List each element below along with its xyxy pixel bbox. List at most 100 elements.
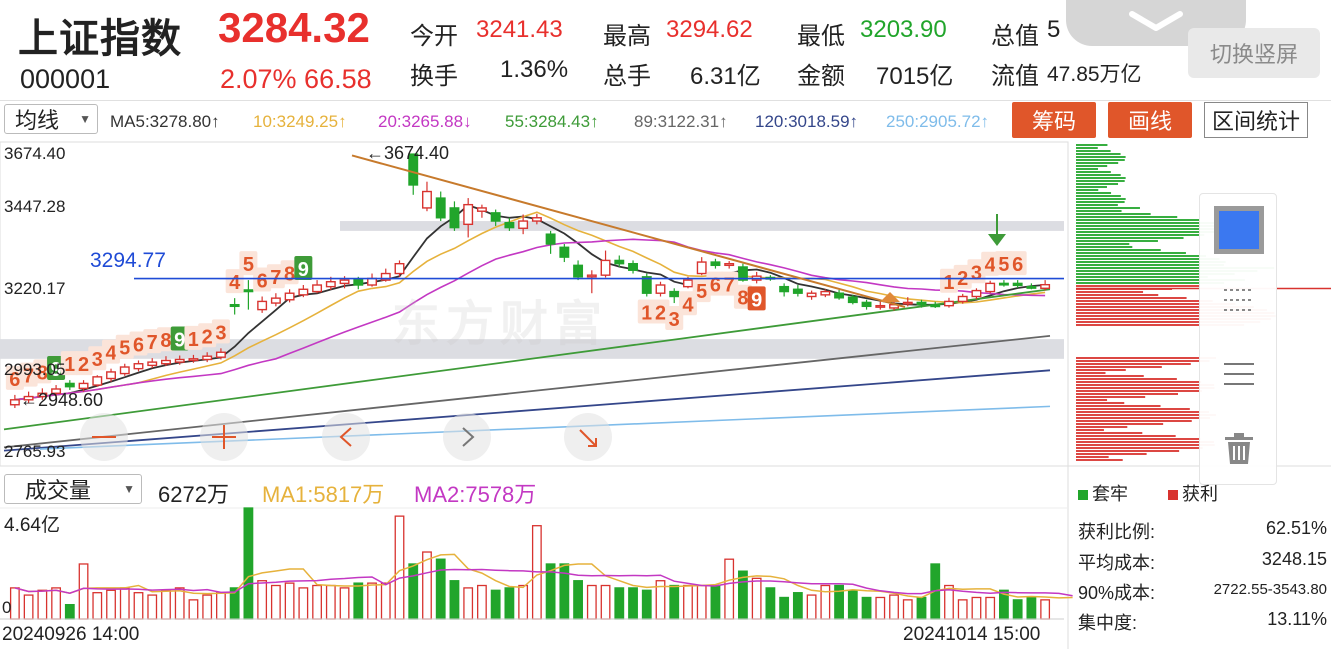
chip-bar [1076,453,1147,455]
seq-marker-bg [706,271,725,296]
chip-bar [1076,321,1261,323]
chip-bar [1076,405,1161,407]
watermark: 东方财富 [392,298,609,351]
turnover-value: 1.36% [500,56,569,83]
switch-portrait-button[interactable]: 切换竖屏 [1188,28,1320,78]
seq-marker: 4 [985,255,997,277]
volume-axis-top: 4.64亿 [4,515,60,536]
chip-bar [1076,228,1226,230]
volume-bar [490,589,501,620]
chip-button[interactable]: 筹码 [1012,102,1096,138]
seq-marker: 8 [737,288,748,310]
seq-marker-bg [953,264,972,289]
candle-body [92,376,103,386]
seq-marker-bg [981,251,1000,276]
seq-marker: 8 [160,330,171,352]
drawing-tools-panel [1199,193,1277,485]
seq-marker: 1 [943,272,954,294]
candle-body [9,399,20,406]
seq-marker-bg [678,291,697,316]
chart-nav-button [443,413,491,461]
chip-bar [1076,315,1276,317]
ma-legend-item: 250:2905.72↑ [886,112,990,131]
chip-bar [1076,378,1177,380]
chip-bar [1076,420,1192,422]
profit-swatch [1168,490,1178,500]
candle-body [325,281,336,288]
amount-label: 金额 [797,63,845,90]
seq-marker-bg [692,278,711,303]
chip-bar [1076,204,1118,206]
seq-marker: 6 [133,334,144,356]
chip-bar [1076,153,1121,155]
chip-bar [1076,255,1207,257]
max-price-label: 3674.40 [384,143,450,163]
price-axis-top: 3674.40 [4,144,66,163]
candle-body [875,304,886,308]
ma-type-select[interactable]: 均线 ▼ [4,104,98,134]
ma89-line [3,334,1051,449]
candle-body [971,289,982,298]
volume-bar [724,558,735,620]
volume-bar [188,599,199,620]
candle-body [683,279,693,288]
volume-bar [710,584,721,620]
chip-bar [1076,159,1125,161]
candle-body [422,190,432,209]
volume-bar [92,592,103,620]
draw-line-button[interactable]: 画线 [1108,102,1192,138]
candle-body [696,261,707,275]
index-name: 上证指数 [18,17,182,61]
volume-bar [422,551,432,620]
price-axis-mid-high: 3447.28 [4,197,66,216]
seq-marker: 8 [284,263,295,285]
ma10-line [14,211,1046,401]
chip-bar [1076,183,1119,185]
candle-body [367,277,377,286]
candle-body [944,300,954,307]
line-style-icon[interactable] [1222,358,1256,395]
amount-value: 7015亿 [876,63,954,90]
chip-bar [1076,285,1200,287]
volume-indicator-select[interactable]: 成交量 ▼ [4,474,142,504]
candle-body [559,246,570,258]
volume-bar [78,563,89,620]
candle-body [792,288,803,294]
caret-down-icon: ▼ [123,482,135,496]
volume-bar [875,596,886,620]
chip-bar [1076,423,1164,425]
volume-bar [257,580,268,620]
candle-body [641,276,652,294]
profit-ratio-value: 62.51% [1265,518,1327,538]
volume-bar [339,587,350,620]
seq-marker-bg [720,271,739,296]
chip-bar [1076,186,1107,188]
candle-body [312,284,323,293]
candle-body [64,382,75,388]
volume-bar [614,587,625,620]
seq-marker: 5 [119,338,130,360]
chip-bar [1076,303,1236,305]
color-swatch [1219,211,1259,249]
chip-bar [1076,393,1178,395]
seq-marker-box [47,356,66,381]
seq-marker-bg [184,325,203,350]
color-picker-button[interactable] [1214,206,1264,254]
chip-bar [1076,309,1267,311]
chip-bar [1076,441,1214,443]
volume-value: 6.31亿 [690,63,761,90]
chip-bar [1076,213,1151,215]
chip-bar [1076,165,1108,167]
seq-marker-bg [939,268,958,293]
seq-marker: 7 [724,275,735,297]
trash-icon[interactable] [1222,432,1256,471]
dashed-line-icon[interactable] [1222,284,1256,321]
volume-bar [573,580,583,620]
range-stats-button[interactable]: 区间统计 [1204,102,1308,138]
seq-marker: 7 [147,332,158,354]
divider [0,100,1331,101]
seq-marker: 6 [710,275,721,297]
concentration-value: 13.11% [1267,609,1327,629]
volume-bar [380,582,391,620]
